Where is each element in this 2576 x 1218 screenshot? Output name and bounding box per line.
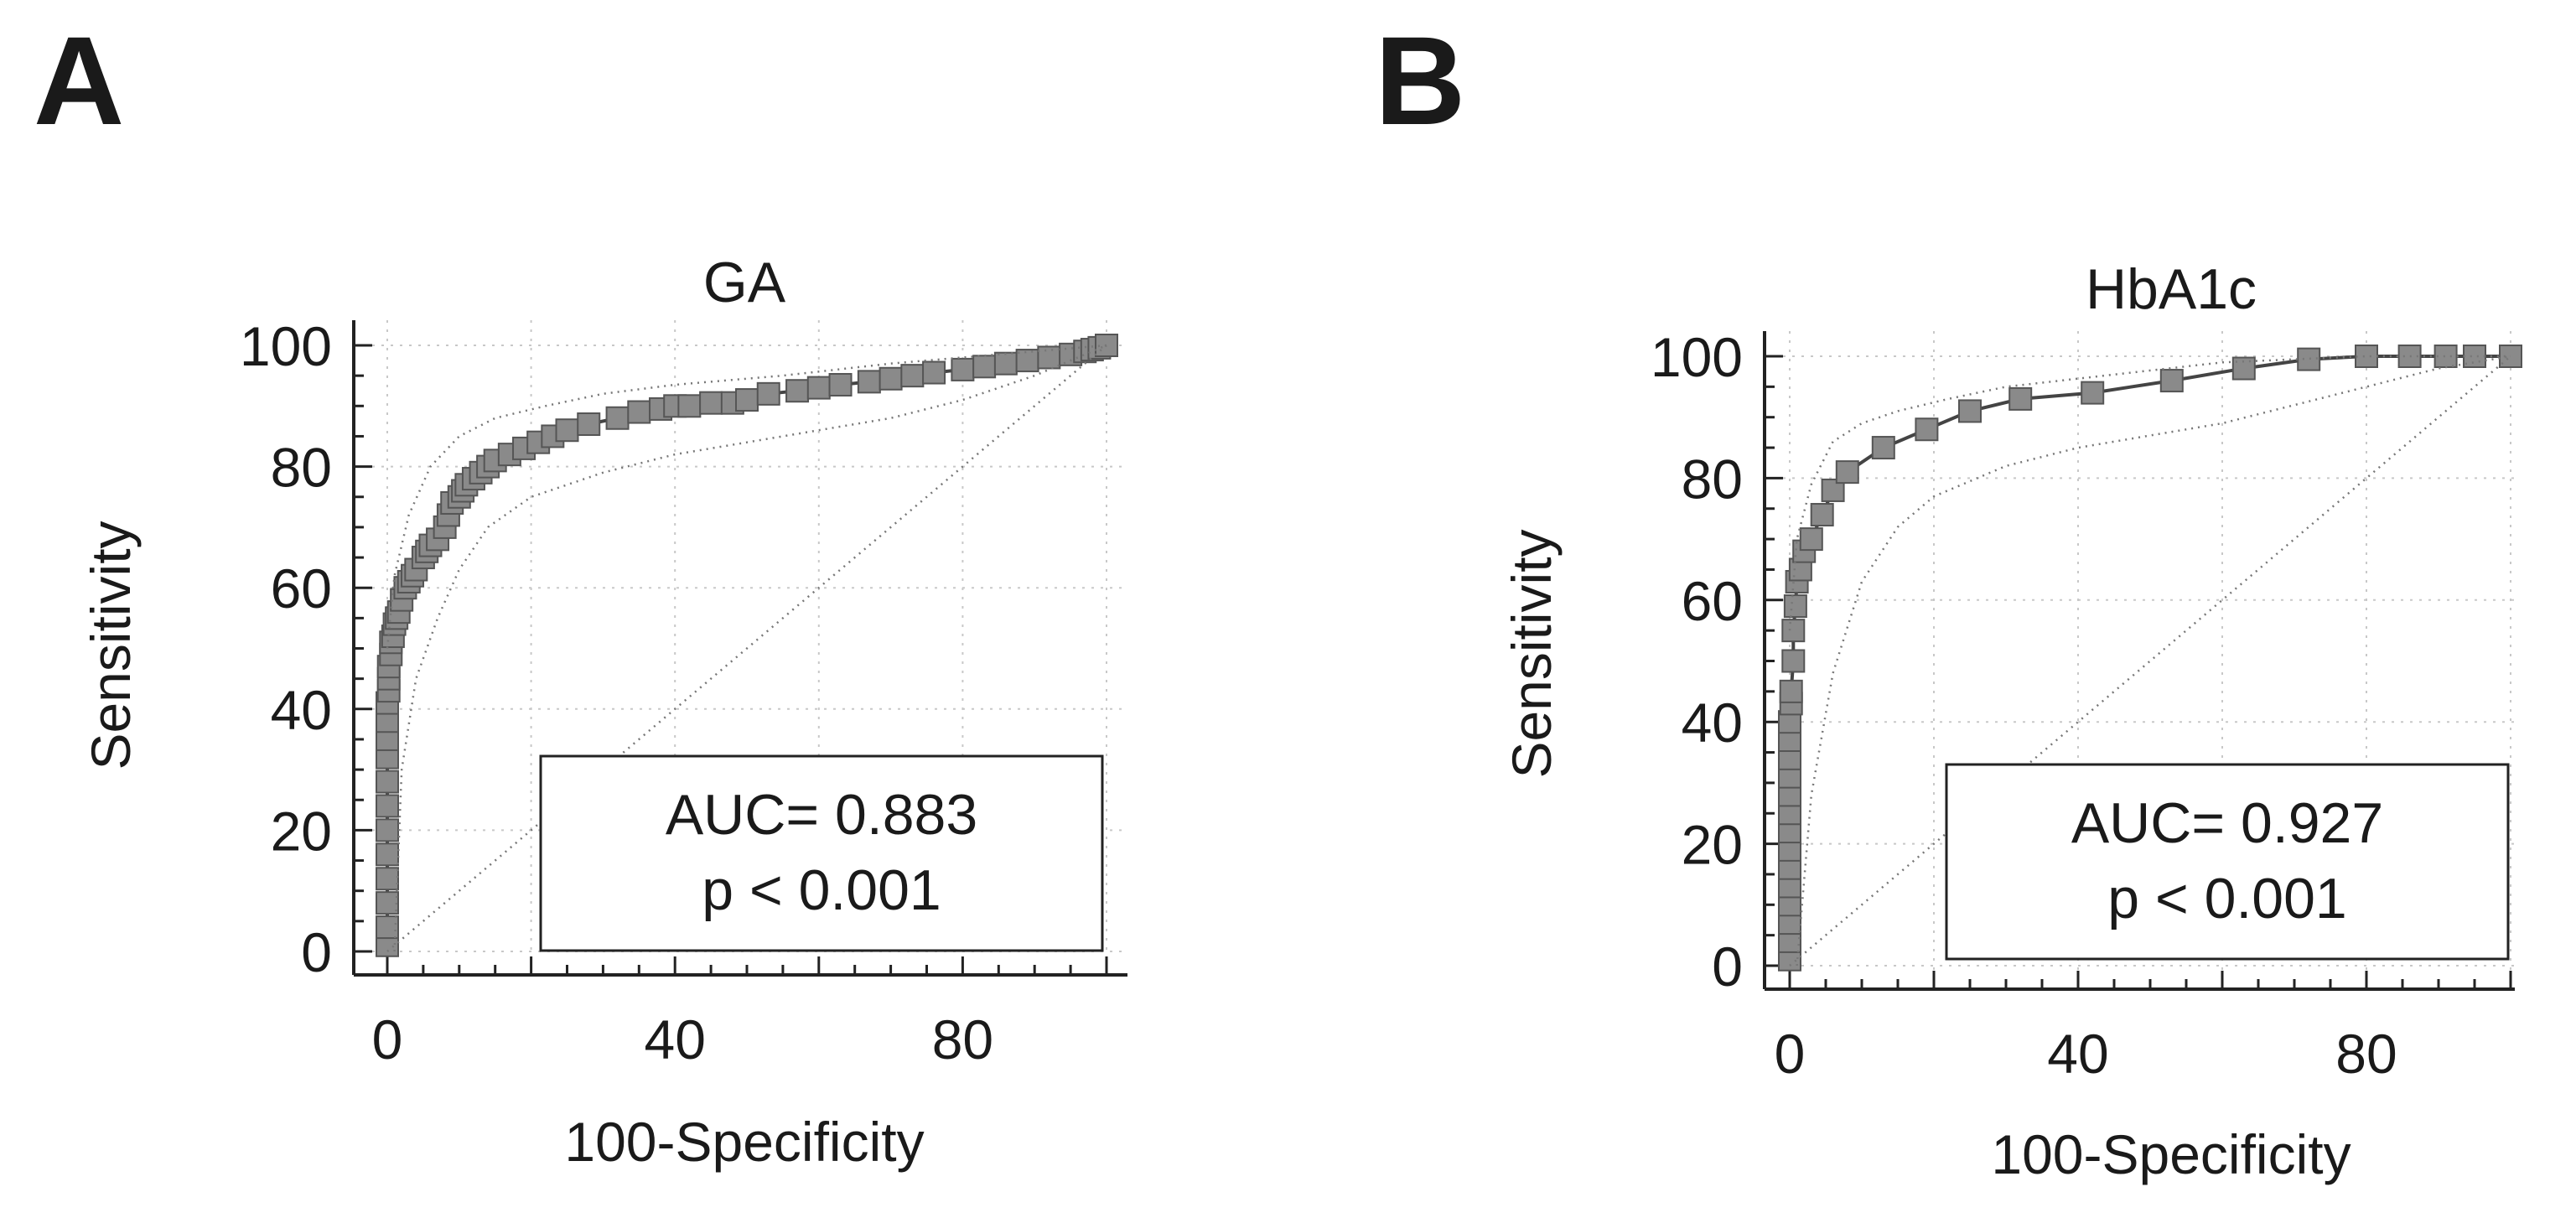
x-axis-label-b: 100-Specificity (1991, 1123, 2351, 1185)
roc-point-a (951, 357, 975, 381)
roc-point-a (900, 364, 925, 388)
y-tick-label-b: 60 (1682, 570, 1743, 632)
p-value-label-a: p < 0.001 (702, 858, 941, 922)
x-tick-label-a: 0 (372, 1008, 403, 1070)
roc-point-a (577, 412, 601, 436)
roc-point-a (1015, 349, 1039, 373)
roc-point-a (605, 406, 630, 430)
roc-point-b (1835, 460, 1859, 485)
reference-diagonal-a (386, 345, 1107, 952)
roc-point-a (376, 867, 399, 891)
y-tick-label-b: 100 (1651, 326, 1743, 388)
y-tick-label-b: 80 (1682, 448, 1743, 510)
roc-point-a (993, 351, 1018, 376)
roc-point-b (2159, 369, 2184, 393)
panel-letter-a: A (34, 10, 124, 151)
ci-line-a (393, 344, 1107, 952)
roc-point-a (627, 400, 651, 424)
panel-letter-b: B (1375, 10, 1465, 151)
roc-point-b (2297, 347, 2321, 371)
auc-label-b: AUC= 0.927 (2071, 791, 2383, 855)
y-tick-label-a: 60 (271, 557, 332, 619)
roc-point-a (857, 370, 881, 394)
roc-point-a (699, 391, 723, 415)
p-value-label-b: p < 0.001 (2107, 867, 2346, 930)
roc-point-b (2008, 386, 2033, 411)
y-tick-label-b: 40 (1682, 692, 1743, 754)
roc-point-a (376, 794, 399, 818)
x-tick-label-a: 40 (644, 1008, 705, 1070)
roc-point-a (376, 915, 399, 940)
auc-label-a: AUC= 0.883 (666, 783, 977, 847)
stats-box-b (1945, 763, 2510, 961)
y-tick-label-a: 100 (240, 315, 332, 377)
roc-point-a (972, 355, 997, 379)
roc-point-b (1779, 679, 1803, 703)
roc-point-b (1871, 436, 1895, 460)
roc-point-a (677, 394, 702, 418)
roc-point-a (376, 891, 399, 915)
roc-point-b (1810, 503, 1834, 527)
roc-point-b (1799, 527, 1823, 552)
roc-point-b (2081, 381, 2105, 405)
roc-point-b (1915, 417, 1939, 442)
stats-box-a (539, 754, 1104, 952)
y-tick-label-b: 0 (1712, 936, 1743, 998)
x-tick-label-b: 40 (2047, 1023, 2108, 1085)
roc-point-a (376, 770, 399, 794)
roc-point-a (376, 818, 399, 842)
x-tick-label-b: 80 (2335, 1023, 2397, 1085)
roc-point-b (1781, 619, 1806, 643)
chart-title-b: HbA1c (2086, 257, 2257, 321)
y-tick-label-a: 20 (271, 800, 332, 862)
ci-line-b (1788, 355, 2511, 631)
chart-title-a: GA (703, 251, 786, 314)
y-axis-label-b: Sensitivity (1501, 529, 1563, 778)
roc-point-a (376, 842, 399, 867)
y-tick-label-a: 40 (271, 679, 332, 741)
roc-point-a (879, 366, 903, 391)
y-tick-label-b: 20 (1682, 814, 1743, 876)
panel-a: A GA 100-Specificity Sensitivity 0 20 40 60… (34, 10, 1127, 1173)
roc-point-a (806, 376, 831, 400)
plot-area-a: 0 20 40 60 80 100 0 40 80 (240, 315, 1127, 1070)
roc-point-a (828, 372, 853, 396)
roc-point-a (756, 381, 780, 406)
y-tick-label-a: 0 (301, 921, 332, 983)
roc-point-a (922, 360, 946, 385)
roc-point-a (404, 557, 428, 582)
roc-point-b (1781, 649, 1806, 673)
roc-point-b (2355, 345, 2378, 368)
plot-area-b: 0 20 40 60 80 100 0 40 80 (1651, 326, 2522, 1085)
panel-b: B HbA1c 100-Specificity Sensitivity 0 20 4… (1375, 10, 2522, 1185)
y-tick-label-a: 80 (271, 437, 332, 499)
x-tick-label-a: 80 (932, 1008, 993, 1070)
roc-point-a (785, 379, 810, 403)
roc-point-b (2463, 345, 2486, 368)
roc-point-b (1958, 399, 1982, 423)
ci-line-b (1796, 355, 2511, 967)
roc-point-a (1037, 345, 1061, 370)
ci-line-a (386, 344, 1107, 649)
roc-point-b (1783, 594, 1807, 619)
y-axis-label-a: Sensitivity (80, 521, 142, 770)
x-tick-label-b: 0 (1775, 1023, 1806, 1085)
roc-point-b (2433, 345, 2458, 368)
roc-point-a (555, 418, 579, 443)
x-axis-label-a: 100-Specificity (564, 1111, 924, 1173)
roc-point-a (735, 388, 759, 412)
